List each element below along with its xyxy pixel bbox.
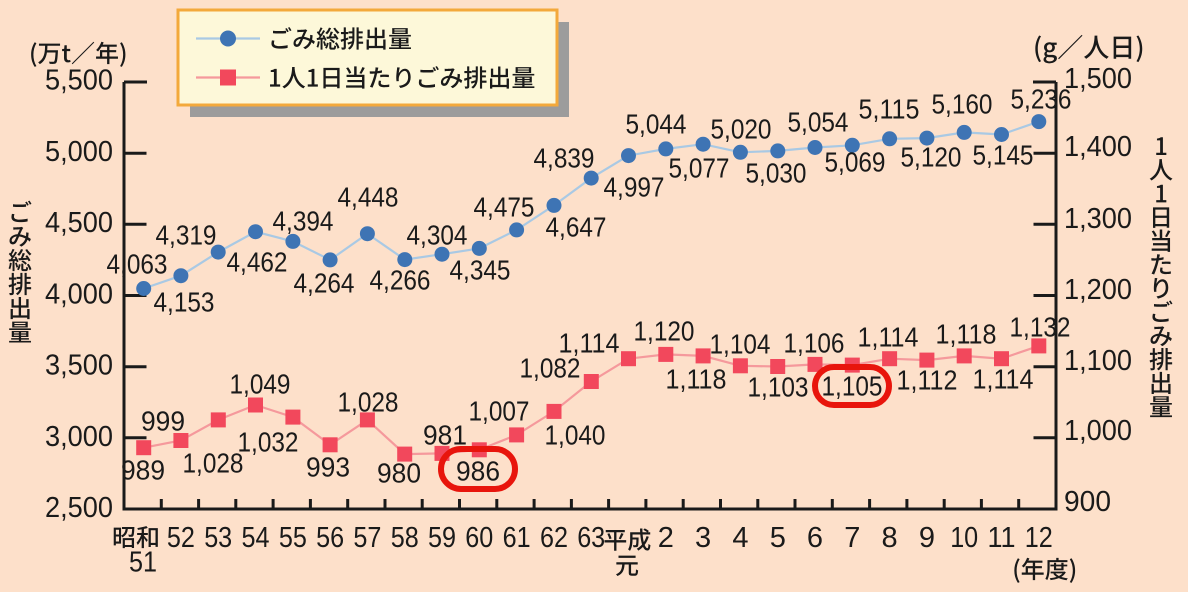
svg-text:4,319: 4,319 <box>156 220 217 251</box>
svg-text:1,114: 1,114 <box>858 322 919 353</box>
svg-text:989: 989 <box>121 455 165 486</box>
svg-text:1,500: 1,500 <box>1064 63 1132 95</box>
svg-text:5,500: 5,500 <box>45 65 113 97</box>
svg-text:3,000: 3,000 <box>45 421 113 453</box>
svg-text:2: 2 <box>658 522 674 554</box>
svg-text:8: 8 <box>882 522 898 554</box>
svg-text:993: 993 <box>306 452 350 483</box>
svg-text:1,400: 1,400 <box>1064 131 1132 163</box>
svg-text:7: 7 <box>844 522 860 554</box>
svg-text:1,104: 1,104 <box>710 329 771 360</box>
svg-text:1,049: 1,049 <box>230 369 291 400</box>
svg-text:4,500: 4,500 <box>45 207 113 239</box>
svg-text:5,115: 5,115 <box>859 94 920 125</box>
svg-text:1,118: 1,118 <box>936 319 997 350</box>
svg-text:4,304: 4,304 <box>407 220 468 251</box>
svg-text:1,112: 1,112 <box>897 365 958 396</box>
svg-text:3: 3 <box>695 522 711 554</box>
svg-text:57: 57 <box>353 522 381 554</box>
svg-text:3,500: 3,500 <box>45 350 113 382</box>
svg-text:5,236: 5,236 <box>1011 84 1072 115</box>
svg-text:900: 900 <box>1064 486 1111 518</box>
svg-text:58: 58 <box>391 522 419 554</box>
svg-text:1,100: 1,100 <box>1064 345 1132 377</box>
svg-text:12: 12 <box>1025 522 1053 554</box>
svg-text:5,145: 5,145 <box>973 140 1034 171</box>
svg-text:51: 51 <box>129 547 157 579</box>
svg-text:5,160: 5,160 <box>932 89 993 120</box>
svg-text:4,264: 4,264 <box>294 268 355 299</box>
svg-text:4,153: 4,153 <box>154 287 215 318</box>
svg-text:4,000: 4,000 <box>45 279 113 311</box>
svg-text:5,054: 5,054 <box>788 107 849 138</box>
svg-text:1,032: 1,032 <box>238 427 299 458</box>
svg-text:986: 986 <box>456 456 500 487</box>
svg-text:10: 10 <box>950 522 978 554</box>
svg-text:9: 9 <box>919 522 935 554</box>
svg-text:60: 60 <box>465 522 493 554</box>
svg-text:4,647: 4,647 <box>546 212 607 243</box>
svg-text:1,105: 1,105 <box>822 371 883 402</box>
svg-text:4,266: 4,266 <box>370 265 431 296</box>
svg-text:59: 59 <box>428 522 456 554</box>
svg-text:1,118: 1,118 <box>666 364 727 395</box>
svg-text:2,500: 2,500 <box>45 492 113 524</box>
svg-text:56: 56 <box>316 522 344 554</box>
svg-text:5: 5 <box>770 522 786 554</box>
svg-text:1,114: 1,114 <box>559 328 620 359</box>
svg-text:1,082: 1,082 <box>520 353 581 384</box>
svg-text:1,106: 1,106 <box>784 328 845 359</box>
svg-text:5,044: 5,044 <box>626 109 687 140</box>
svg-text:1,200: 1,200 <box>1064 274 1132 306</box>
svg-text:4,345: 4,345 <box>450 255 511 286</box>
svg-text:1,028: 1,028 <box>338 387 399 418</box>
svg-text:5,030: 5,030 <box>746 158 807 189</box>
svg-text:999: 999 <box>141 406 185 437</box>
svg-text:5,077: 5,077 <box>669 153 730 184</box>
svg-text:5,000: 5,000 <box>45 136 113 168</box>
svg-text:61: 61 <box>503 522 531 554</box>
svg-text:1,103: 1,103 <box>748 372 809 403</box>
svg-text:4,448: 4,448 <box>338 182 399 213</box>
svg-text:980: 980 <box>377 458 421 489</box>
svg-text:52: 52 <box>167 522 195 554</box>
svg-text:1,028: 1,028 <box>183 448 244 479</box>
svg-text:981: 981 <box>423 420 467 451</box>
svg-text:5,069: 5,069 <box>825 147 886 178</box>
svg-text:63: 63 <box>577 522 605 554</box>
svg-text:1,114: 1,114 <box>973 364 1034 395</box>
svg-text:1,007: 1,007 <box>469 396 530 427</box>
svg-text:1,120: 1,120 <box>634 316 695 347</box>
svg-text:4,394: 4,394 <box>273 206 334 237</box>
svg-text:53: 53 <box>204 522 232 554</box>
svg-text:4,063: 4,063 <box>107 249 168 280</box>
svg-text:5,020: 5,020 <box>711 114 772 145</box>
svg-text:54: 54 <box>242 522 270 554</box>
svg-text:1,000: 1,000 <box>1064 415 1132 447</box>
svg-text:4,462: 4,462 <box>227 247 288 278</box>
svg-text:55: 55 <box>279 522 307 554</box>
svg-text:11: 11 <box>988 522 1016 554</box>
svg-text:1,132: 1,132 <box>1010 312 1071 343</box>
svg-text:4,839: 4,839 <box>534 143 595 174</box>
svg-text:5,120: 5,120 <box>901 142 962 173</box>
svg-text:62: 62 <box>540 522 568 554</box>
svg-text:1,040: 1,040 <box>545 420 606 451</box>
svg-text:6: 6 <box>807 522 823 554</box>
svg-text:4,475: 4,475 <box>474 192 535 223</box>
svg-text:4: 4 <box>732 522 748 554</box>
svg-text:1,300: 1,300 <box>1064 203 1132 235</box>
svg-text:4,997: 4,997 <box>604 172 665 203</box>
